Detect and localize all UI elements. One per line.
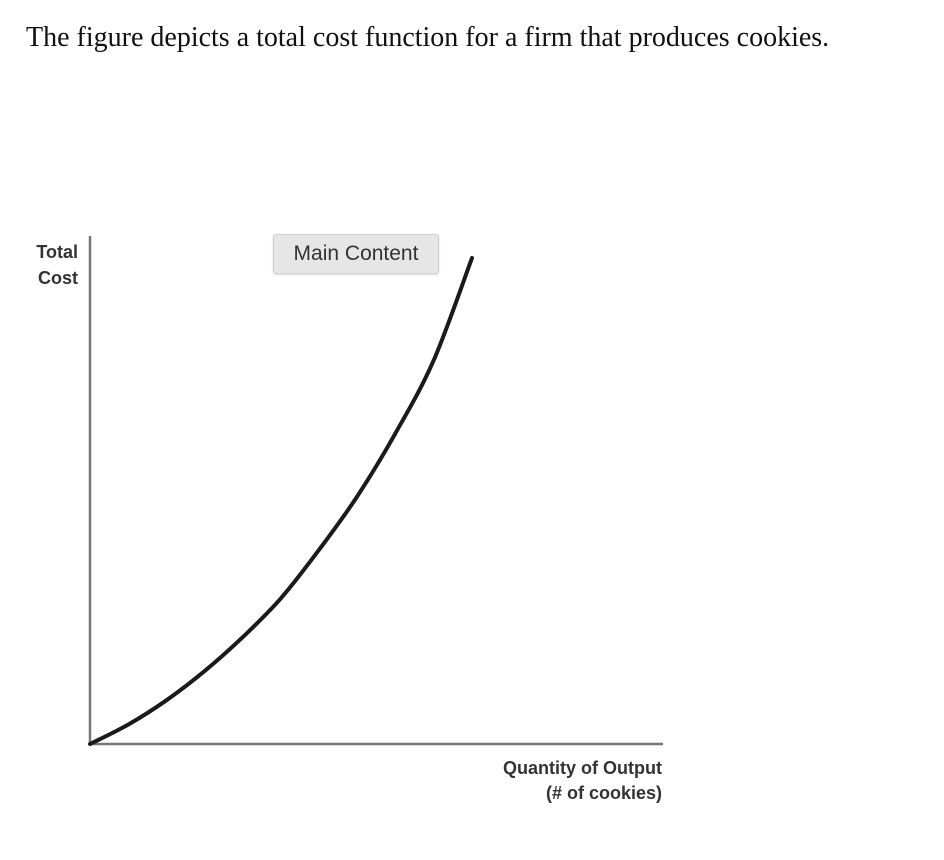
main-content-tooltip: Main Content — [273, 234, 439, 274]
y-axis-label-line-2: Cost — [38, 268, 78, 288]
total-cost-curve — [88, 256, 474, 746]
x-axis-label-line-1: Quantity of Output — [503, 758, 662, 778]
y-axis-label-line-1: Total — [36, 242, 78, 262]
x-axis-label-line-2: (# of cookies) — [546, 783, 662, 803]
figure-caption: The figure depicts a total cost function… — [26, 22, 830, 53]
